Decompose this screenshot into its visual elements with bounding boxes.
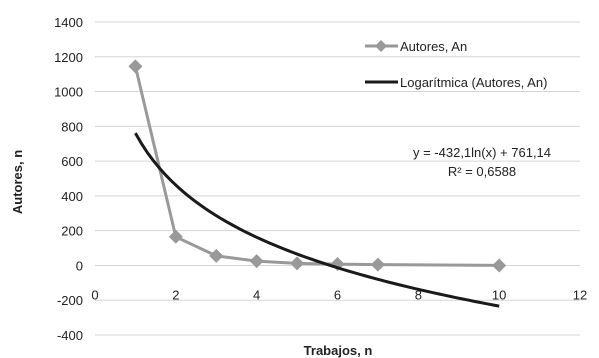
- data-point: [492, 258, 507, 273]
- legend-item-series-1: Autores, An: [365, 39, 467, 54]
- series-line-1: [133, 65, 500, 267]
- x-tick-label: 0: [91, 287, 98, 302]
- data-point: [249, 254, 264, 269]
- legend-label-series-1: Autores, An: [400, 39, 467, 54]
- y-tick-label: 1400: [54, 15, 83, 30]
- legend: Autores, An Logarítmica (Autores, An): [365, 39, 547, 90]
- data-point: [370, 257, 385, 272]
- y-tick-label: 800: [61, 119, 83, 134]
- legend-item-series-2: Logarítmica (Autores, An): [365, 75, 547, 90]
- x-axis-title: Trabajos, n: [304, 343, 373, 358]
- legend-marker-series-1: [375, 40, 387, 52]
- y-tick-label: 1000: [54, 85, 83, 100]
- x-tick-label: 12: [573, 287, 587, 302]
- x-tick-label: 4: [253, 287, 260, 302]
- y-tick-label: 200: [61, 224, 83, 239]
- y-tick-label: -200: [57, 293, 83, 308]
- x-tick-label: 6: [334, 287, 341, 302]
- y-tick-label: 600: [61, 154, 83, 169]
- y-tick-labels: -400 -200 0 200 400 600 800 1000 1200 1400: [54, 15, 83, 343]
- trendline-r-squared: R² = 0,6588: [448, 164, 516, 179]
- data-point: [168, 229, 183, 244]
- x-tick-labels: 0 2 4 6 8 10 12: [91, 287, 587, 302]
- x-tick-label: 8: [415, 287, 422, 302]
- y-tick-label: 1200: [54, 50, 83, 65]
- legend-label-series-2: Logarítmica (Autores, An): [400, 75, 547, 90]
- y-tick-label: 0: [76, 258, 83, 273]
- y-tick-label: 400: [61, 189, 83, 204]
- trendline-equation: y = -432,1ln(x) + 761,14: [413, 145, 551, 160]
- data-point: [290, 256, 305, 271]
- data-point: [128, 59, 143, 74]
- y-axis-title: Autores, n: [10, 150, 25, 214]
- x-tick-label: 2: [172, 287, 179, 302]
- y-tick-label: -400: [57, 328, 83, 343]
- data-point: [209, 248, 224, 263]
- trendline-series-2: [134, 132, 500, 308]
- x-tick-label: 10: [492, 287, 506, 302]
- series-layer: [128, 59, 507, 308]
